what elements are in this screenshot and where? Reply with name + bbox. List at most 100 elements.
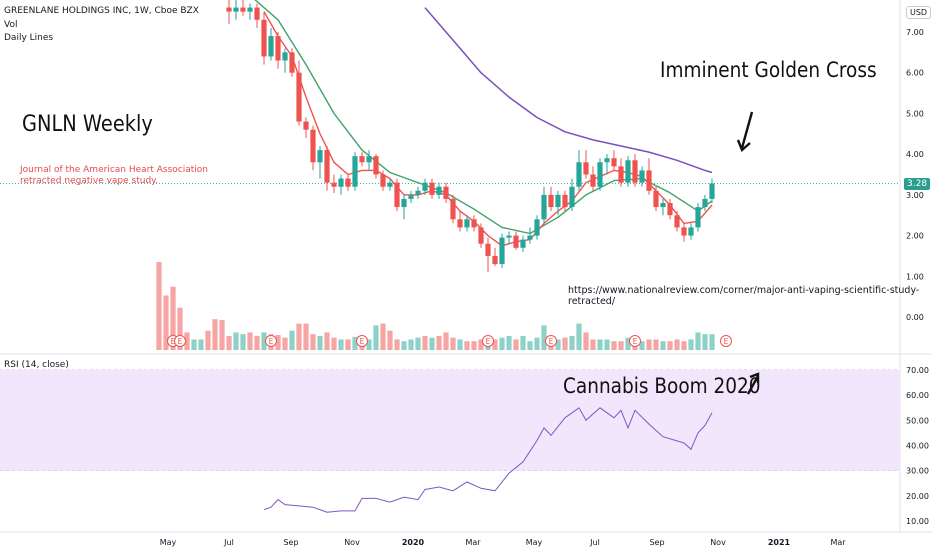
candle-body	[513, 235, 519, 248]
volume-bar	[674, 339, 680, 350]
candle-body	[590, 174, 596, 187]
volume-bar	[646, 339, 652, 350]
candle-body	[415, 190, 421, 195]
volume-bar	[156, 262, 162, 350]
price-tick-label: 4.00	[906, 150, 924, 159]
candle-body	[534, 219, 540, 236]
candle-body	[331, 182, 337, 187]
volume-bar	[289, 330, 295, 350]
time-tick-label: 2021	[768, 538, 791, 547]
candle-body	[499, 237, 505, 265]
volume-bar	[590, 339, 596, 350]
candle-body	[492, 255, 498, 265]
volume-bar	[275, 335, 281, 350]
volume-bar	[247, 332, 253, 350]
volume-bar	[415, 337, 421, 350]
candle-body	[576, 162, 582, 187]
rsi-tick-label: 50.00	[906, 416, 929, 425]
volume-bar	[506, 335, 512, 350]
chart-title-annotation: GNLN Weekly	[22, 112, 153, 137]
time-tick-label: Sep	[283, 538, 298, 547]
symbol-header: GREENLANE HOLDINGS INC, 1W, Cboe BZX	[4, 6, 199, 16]
volume-bar	[324, 332, 330, 350]
volume-bar	[163, 295, 169, 350]
earnings-marker-icon	[720, 335, 732, 347]
volume-bar	[184, 332, 190, 350]
volume-bars	[156, 262, 715, 350]
candle-body	[310, 129, 316, 163]
volume-bar	[611, 341, 617, 350]
currency-badge[interactable]: USD	[906, 6, 932, 19]
candle-body	[345, 178, 351, 187]
candle-body	[478, 227, 484, 244]
volume-bar	[702, 334, 708, 350]
volume-bar	[527, 341, 533, 350]
time-tick-label: Sep	[649, 538, 664, 547]
rsi-tick-label: 20.00	[906, 492, 929, 501]
price-tick-label: 0.00	[906, 313, 924, 322]
candle-body	[240, 7, 246, 12]
volume-bar	[422, 335, 428, 350]
volume-bar	[562, 337, 568, 350]
last-price-tag: 3.28	[904, 178, 931, 190]
candle-body	[366, 156, 372, 163]
candle-body	[387, 182, 393, 187]
candle-body	[548, 194, 554, 208]
volume-bar	[492, 339, 498, 350]
volume-bar	[583, 332, 589, 350]
vol-indicator-label[interactable]: Vol	[4, 20, 18, 30]
volume-bar	[366, 339, 372, 350]
candles	[226, 0, 715, 273]
volume-bar	[296, 323, 302, 350]
daily-lines-indicator-label[interactable]: Daily Lines	[4, 33, 54, 43]
volume-bar	[387, 330, 393, 350]
time-tick-label: Mar	[465, 538, 481, 547]
volume-bar	[709, 334, 715, 350]
volume-bar	[667, 341, 673, 350]
rsi-tick-label: 70.00	[906, 366, 929, 375]
rsi-line	[263, 407, 713, 513]
volume-bar	[345, 339, 351, 350]
candle-body	[394, 182, 400, 208]
volume-bar	[226, 335, 232, 350]
volume-bar	[177, 307, 183, 350]
volume-bar	[569, 335, 575, 350]
volume-bar	[464, 341, 470, 350]
rsi-tick-label: 10.00	[906, 517, 929, 526]
earnings-marker-icon	[356, 335, 368, 347]
candle-body	[625, 160, 631, 183]
volume-bar	[499, 337, 505, 350]
time-tick-label: May	[526, 538, 543, 547]
candle-body	[562, 194, 568, 208]
volume-bar	[457, 339, 463, 350]
volume-bar	[240, 334, 246, 350]
price-tick-label: 2.00	[906, 232, 924, 241]
rsi-overbought-oversold-band	[0, 370, 900, 471]
candle-body	[485, 243, 491, 256]
volume-bar	[555, 339, 561, 350]
volume-bar	[261, 332, 267, 350]
volume-bar	[233, 332, 239, 350]
volume-bar	[170, 286, 176, 350]
volume-bar	[219, 320, 225, 350]
candle-body	[611, 158, 617, 167]
candle-body	[471, 219, 477, 228]
earnings-marker-label: E	[171, 337, 176, 346]
volume-bar	[380, 323, 386, 350]
time-tick-label: 2020	[402, 538, 425, 547]
volume-bar	[450, 337, 456, 350]
earnings-marker-icon	[174, 335, 186, 347]
earnings-marker-label: E	[178, 337, 183, 346]
volume-bar	[695, 332, 701, 350]
golden-cross-annotation: Imminent Golden Cross	[660, 58, 877, 82]
rsi-line-layer	[263, 407, 713, 513]
source-url-link[interactable]: https://www.nationalreview.com/corner/ma…	[568, 285, 920, 307]
candle-body	[464, 219, 470, 228]
volume-bar	[660, 341, 666, 350]
earnings-marker-label: E	[633, 337, 638, 346]
time-tick-label: Jul	[223, 538, 234, 547]
volume-bar	[534, 337, 540, 350]
vape-note-line-2: retracted negative vape study.	[20, 176, 159, 186]
time-tick-label: Jul	[589, 538, 600, 547]
rsi-indicator-label[interactable]: RSI (14, close)	[4, 360, 69, 370]
